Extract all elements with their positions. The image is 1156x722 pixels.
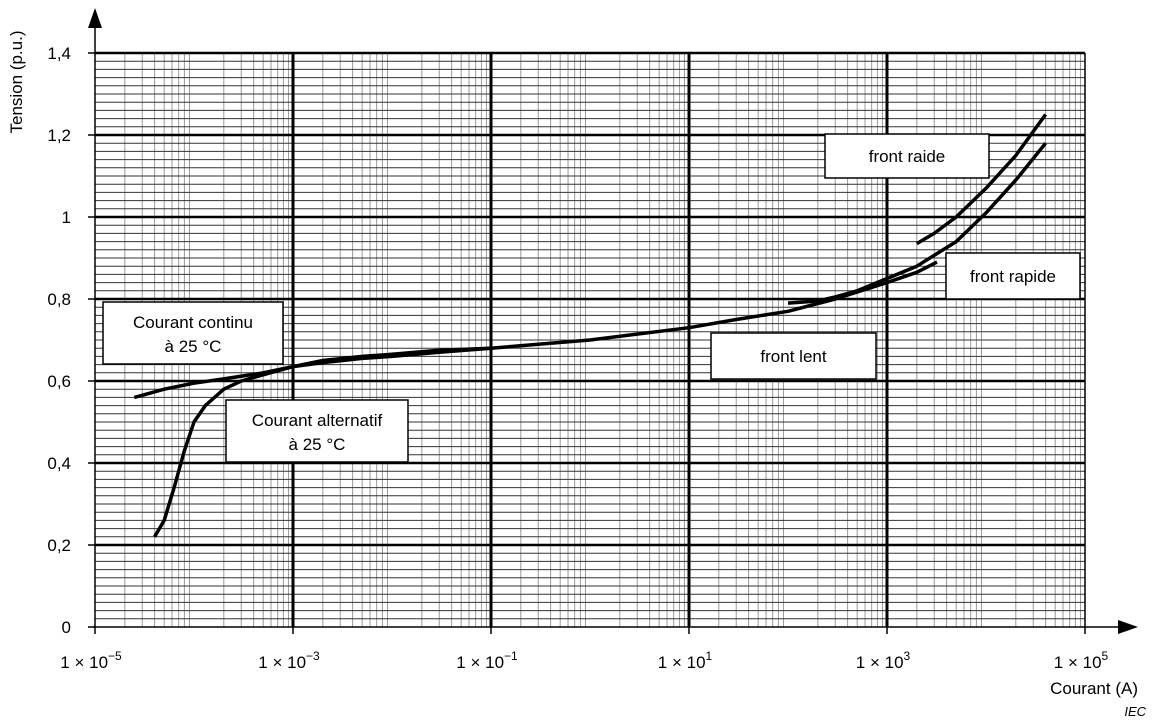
axes	[88, 8, 1138, 634]
annotation-frame	[225, 399, 409, 463]
annotation-text: à 25 °C	[289, 435, 346, 454]
y-tick-label: 1,2	[47, 126, 71, 145]
annotation-frame	[102, 301, 284, 365]
x-tick-label: 1 × 105	[1054, 649, 1109, 672]
annotation-box: front raide	[824, 133, 990, 179]
y-tick-label: 0,8	[47, 290, 71, 309]
x-tick-label: 1 × 10−3	[258, 649, 320, 672]
annotation-text: Courant alternatif	[252, 411, 383, 430]
y-tick-label: 0,6	[47, 372, 71, 391]
annotation-text: à 25 °C	[165, 337, 222, 356]
curves	[133, 113, 1048, 538]
annotation-box: front lent	[710, 332, 877, 380]
annotation-text: front raide	[869, 147, 946, 166]
annotation-frame	[945, 252, 1081, 300]
annotation-text: Courant continu	[133, 313, 253, 332]
curve-2	[153, 346, 492, 538]
y-tick-label: 0	[62, 618, 71, 637]
annotation-text: front rapide	[970, 267, 1056, 286]
y-axis-arrow	[88, 8, 102, 28]
annotation-box: Courant continu à 25 °C	[102, 301, 284, 365]
curve-3	[688, 260, 938, 330]
y-tick-label: 0,4	[47, 454, 71, 473]
annotation-frame	[824, 133, 990, 179]
iec-credit: IEC	[1124, 704, 1146, 719]
x-axis-title: Courant (A)	[1050, 679, 1138, 698]
x-axis-arrow	[1118, 620, 1138, 634]
tick-labels: 0 0,2 0,4 0,6 0,8 1 1,2 1,4 1 × 10−5 1 × 10−3 1 × …	[47, 44, 1108, 672]
annotation-box: Courant alternatif à 25 °C	[225, 399, 409, 463]
annotation-text: front lent	[760, 347, 826, 366]
curve-4	[787, 142, 1047, 305]
x-tick-label: 1 × 103	[856, 649, 911, 672]
y-tick-label: 1,4	[47, 44, 71, 63]
y-axis-title: Tension (p.u.)	[7, 31, 26, 134]
x-tick-label: 1 × 10−5	[60, 649, 122, 672]
y-tick-label: 0,2	[47, 536, 71, 555]
annotation-box: front rapide	[945, 252, 1081, 300]
curve-5	[915, 113, 1048, 246]
annotation-frame	[710, 332, 877, 380]
x-tick-label: 1 × 101	[658, 649, 713, 672]
x-tick-label: 1 × 10−1	[456, 649, 518, 672]
y-tick-label: 1	[62, 208, 71, 227]
